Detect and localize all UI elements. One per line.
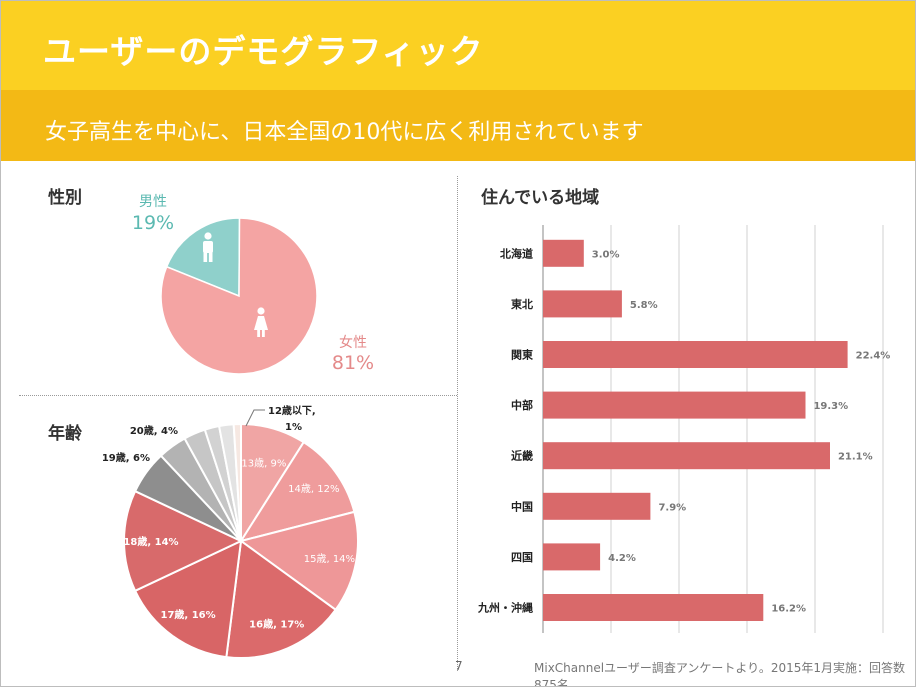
region-value-1: 5.8%	[630, 300, 658, 311]
region-category-2: 関東	[511, 348, 534, 362]
age-slice-2	[238, 510, 359, 612]
region-value-5: 7.9%	[658, 502, 686, 513]
slide-title: ユーザーのデモグラフィック	[43, 32, 484, 71]
region-category-1: 東北	[511, 297, 533, 311]
subtitle-bar	[1, 90, 915, 161]
female-percent: 81%	[332, 352, 374, 374]
age-label-3: 16歳, 17%	[249, 618, 304, 631]
region-bar-1	[543, 290, 622, 318]
age-label-11: 12歳以下,	[268, 404, 316, 417]
region-category-6: 四国	[511, 551, 533, 564]
gender-slice-1	[160, 217, 318, 375]
age-label-leader	[245, 409, 265, 427]
age-label-7: 20歳, 4%	[130, 424, 178, 437]
region-value-0: 3.0%	[592, 249, 620, 260]
region-category-5: 中国	[511, 499, 533, 513]
region-category-0: 北海道	[500, 246, 533, 260]
region-value-6: 4.2%	[608, 553, 636, 564]
region-category-4: 近畿	[511, 449, 533, 463]
region-bar-6	[543, 543, 601, 571]
vertical-divider	[457, 176, 458, 671]
age-label-2: 15歳, 14%	[304, 553, 355, 565]
age-label-6: 19歳, 6%	[102, 451, 150, 464]
gender-slice-0	[165, 217, 241, 298]
region-bar-2	[543, 341, 848, 368]
male-label: 男性	[139, 194, 167, 210]
region-category-7: 九州・沖縄	[477, 601, 533, 615]
age-label-5: 18歳, 14%	[123, 535, 178, 548]
title-bar	[1, 1, 915, 90]
region-value-2: 22.4%	[856, 351, 891, 362]
age-label-1: 14歳, 12%	[288, 483, 339, 495]
page-number: 7	[455, 659, 463, 673]
age-slice-1	[238, 440, 356, 543]
region-bar-5	[543, 492, 651, 520]
gender-section-title: 性別	[48, 188, 82, 208]
age-slice-5	[123, 489, 244, 593]
male-percent: 19%	[132, 212, 174, 234]
age-label-4: 17歳, 16%	[161, 608, 216, 621]
region-bar-3	[543, 391, 806, 419]
horizontal-divider	[19, 395, 457, 396]
slide-subtitle: 女子高生を中心に、日本全国の10代に広く利用されています	[45, 120, 644, 145]
region-category-3: 中部	[511, 398, 533, 412]
region-value-3: 19.3%	[813, 401, 848, 412]
age-label-0: 13歳, 9%	[241, 457, 286, 469]
region-bar-0	[543, 239, 584, 267]
age-slice-3	[225, 539, 338, 659]
region-section-title: 住んでいる地域	[481, 188, 600, 208]
region-bar-4	[543, 442, 830, 470]
region-bar-7	[543, 594, 764, 621]
female-icon	[254, 307, 268, 337]
age-label-11-value: 1%	[285, 422, 302, 433]
male-icon	[203, 232, 213, 262]
source-note: MixChannelユーザー調査アンケートより。2015年1月実施：回答数875…	[534, 661, 906, 687]
age-section-title: 年齢	[48, 424, 82, 444]
region-value-7: 16.2%	[771, 604, 806, 615]
age-slice-11	[232, 422, 242, 542]
region-value-4: 21.1%	[838, 452, 873, 463]
age-slice-4	[133, 539, 243, 659]
female-label: 女性	[339, 334, 367, 351]
